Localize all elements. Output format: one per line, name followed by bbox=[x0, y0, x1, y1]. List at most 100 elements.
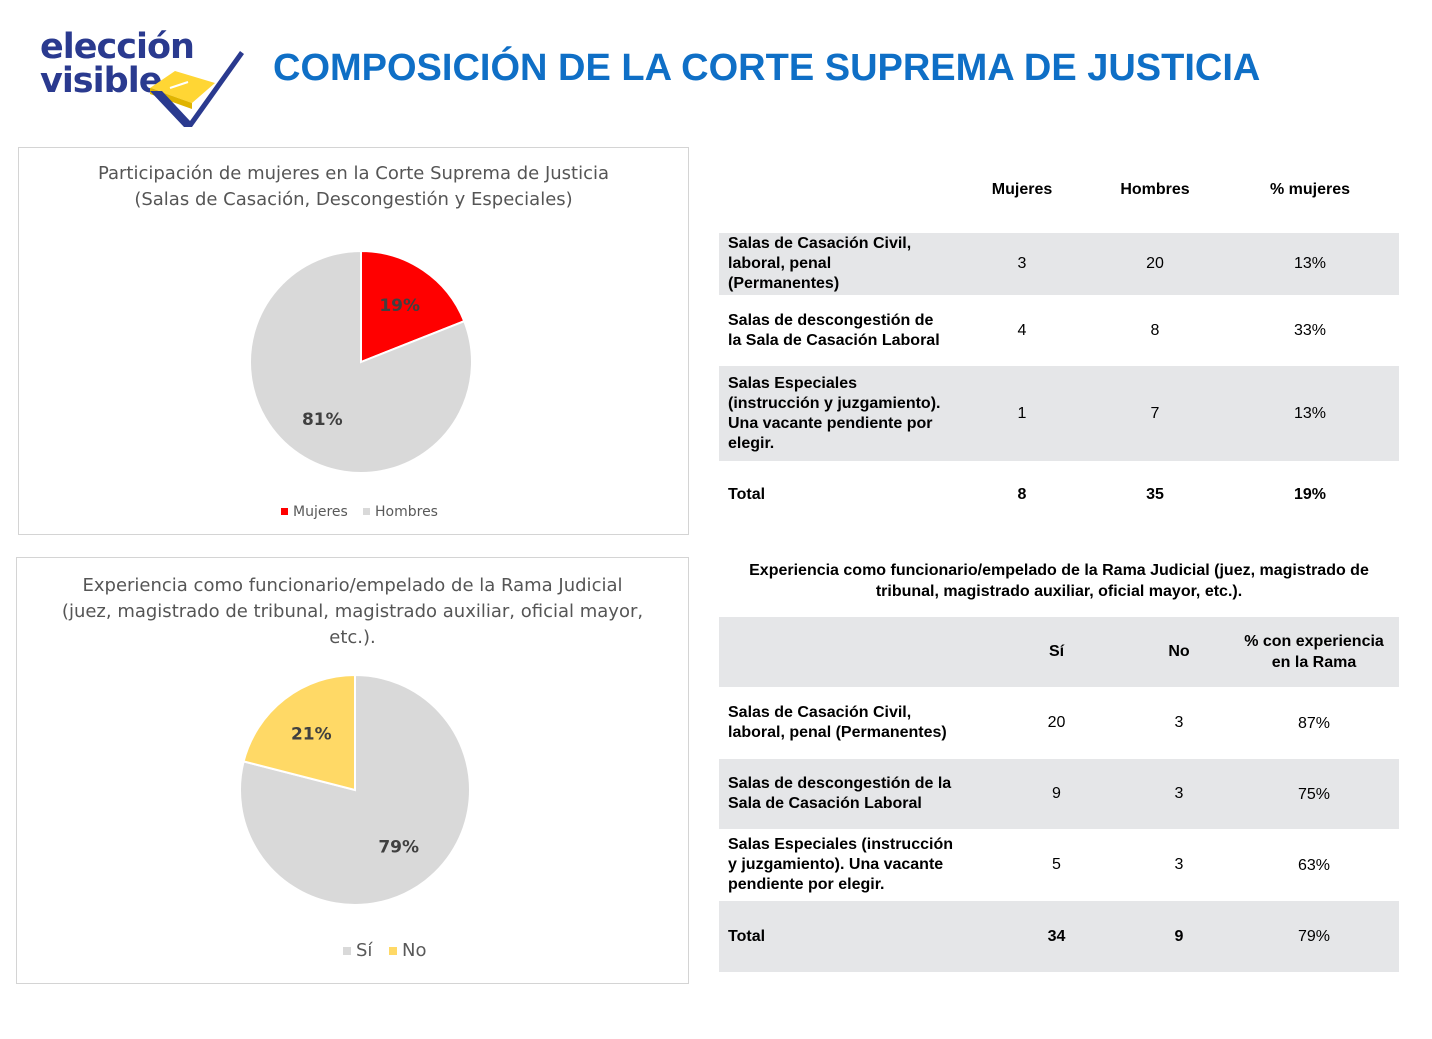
cell-si: 20 bbox=[1047, 714, 1066, 731]
row-label: Salas de descongestión de la Sala de Cas… bbox=[719, 774, 989, 814]
table-row: Salas Especiales (instrucción y juzgamie… bbox=[719, 829, 1399, 901]
table-women: Mujeres Hombres % mujeres Salas de Casac… bbox=[719, 160, 1399, 528]
row-label: Total bbox=[728, 485, 766, 503]
cell-no: 9 bbox=[1174, 927, 1184, 945]
data-label: 81% bbox=[302, 410, 343, 430]
table-title-line: tribunal, magistrado auxiliar, oficial m… bbox=[875, 583, 1243, 600]
legend-item: Mujeres bbox=[293, 504, 348, 520]
row-label-line: elegir. bbox=[728, 434, 775, 452]
row-label-line: Salas de descongestión de la bbox=[728, 775, 952, 792]
table-row: Salas de Casación Civil, laboral, penal … bbox=[719, 233, 1399, 295]
row-label-line: Una vacante pendiente por bbox=[728, 414, 933, 432]
row-label: Salas de Casación Civil, laboral, penal … bbox=[719, 234, 984, 294]
row-label-line: laboral, penal (Permanentes) bbox=[728, 724, 947, 741]
legend-swatch bbox=[281, 508, 288, 515]
pie-slice-sí bbox=[239, 673, 471, 906]
row-label-line: (instrucción y juzgamiento). bbox=[728, 394, 941, 412]
chart-title-line1: Participación de mujeres en la Corte Sup… bbox=[97, 163, 610, 184]
logo-text-line1: elección bbox=[40, 27, 195, 67]
cell-mujeres: 1 bbox=[1017, 404, 1027, 422]
header-line: % con experiencia bbox=[1244, 633, 1384, 650]
legend-swatch bbox=[389, 947, 397, 955]
row-label-line: Salas de Casación Civil, bbox=[728, 704, 912, 721]
legend-swatch bbox=[343, 947, 351, 955]
cell-no: 3 bbox=[1174, 785, 1184, 802]
cell-si: 9 bbox=[1052, 785, 1061, 802]
legend-item: Hombres bbox=[375, 504, 438, 520]
cell-mujeres: 4 bbox=[1017, 321, 1027, 339]
row-label: Salas de Casación Civil, laboral, penal … bbox=[719, 703, 989, 743]
cell-mujeres: 8 bbox=[1017, 485, 1027, 503]
header-mujeres: Mujeres bbox=[991, 181, 1053, 198]
chart-title-line1: Experiencia como funcionario/empelado de… bbox=[82, 575, 623, 596]
logo: elección visible bbox=[40, 28, 250, 133]
row-label: Total bbox=[728, 927, 766, 945]
pie-chart-women: 19% 81% Mujeres Hombres bbox=[249, 249, 473, 520]
header-pct-experiencia: % con experiencia en la Rama bbox=[1234, 631, 1394, 673]
cell-pct: 13% bbox=[1293, 255, 1327, 272]
cell-si: 5 bbox=[1052, 856, 1061, 873]
legend-swatch bbox=[363, 508, 370, 515]
cell-no: 3 bbox=[1174, 714, 1184, 731]
pie-slice-mujeres bbox=[360, 249, 466, 364]
cell-pct: 19% bbox=[1293, 485, 1327, 503]
cell-pct: 33% bbox=[1293, 321, 1327, 339]
data-label: 79% bbox=[378, 837, 419, 857]
chart-subtitle: (Salas de Casación, Descongestión y Espe… bbox=[134, 189, 573, 210]
table-header-row: Mujeres Hombres % mujeres bbox=[719, 160, 1399, 220]
cell-pct: 79% bbox=[1297, 928, 1331, 945]
chart-subtitle-2: etc.). bbox=[329, 627, 376, 648]
cell-pct: 13% bbox=[1293, 404, 1327, 422]
data-label: 21% bbox=[291, 725, 332, 745]
table-row: Salas Especiales (instrucción y juzgamie… bbox=[719, 366, 1399, 461]
row-label-line: pendiente por elegir. bbox=[728, 876, 885, 893]
cell-hombres: 7 bbox=[1150, 404, 1160, 422]
cell-hombres: 35 bbox=[1146, 485, 1164, 503]
chart-panel-women: Participación de mujeres en la Corte Sup… bbox=[18, 147, 689, 535]
pie-slice-hombres bbox=[249, 249, 473, 474]
data-label: 19% bbox=[379, 296, 420, 316]
header-hombres: Hombres bbox=[1120, 181, 1190, 198]
row-label-line: la Sala de Casación Laboral bbox=[728, 331, 940, 349]
chart-panel-experience: Experiencia como funcionario/empelado de… bbox=[16, 557, 689, 984]
legend-item: No bbox=[402, 940, 426, 961]
cell-hombres: 20 bbox=[1146, 255, 1164, 272]
table-row: Salas de descongestión de la Sala de Cas… bbox=[719, 295, 1399, 366]
cell-no: 3 bbox=[1174, 856, 1184, 873]
legend-item: Sí bbox=[356, 940, 373, 961]
row-label-line: Salas Especiales bbox=[728, 374, 857, 392]
table-title-line: Experiencia como funcionario/empelado de… bbox=[749, 562, 1369, 579]
header-pct-mujeres: % mujeres bbox=[1269, 181, 1351, 198]
row-label: Salas Especiales (instrucción y juzgamie… bbox=[719, 374, 984, 454]
cell-si: 34 bbox=[1047, 927, 1066, 945]
ballot-check-icon bbox=[150, 51, 244, 127]
table-row: Salas de descongestión de la Sala de Cas… bbox=[719, 759, 1399, 829]
cell-hombres: 8 bbox=[1150, 321, 1160, 339]
row-label-line: Sala de Casación Laboral bbox=[728, 795, 922, 812]
cell-pct: 63% bbox=[1297, 856, 1331, 874]
logo-text-line2: visible bbox=[40, 61, 162, 101]
table-total-row: Total 34 9 79% bbox=[719, 901, 1399, 972]
table-experience: Sí No % con experiencia en la Rama Salas… bbox=[719, 617, 1399, 972]
chart-title: Participación de mujeres en la Corte Sup… bbox=[19, 161, 688, 213]
cell-pct: 75% bbox=[1297, 785, 1331, 803]
pie-chart-experience: 79% 21% Sí No bbox=[239, 673, 471, 961]
row-label-line: y juzgamiento). Una vacante bbox=[728, 856, 944, 873]
cell-mujeres: 3 bbox=[1017, 255, 1027, 272]
row-label: Salas de descongestión de la Sala de Cas… bbox=[719, 311, 984, 351]
page-title: COMPOSICIÓN DE LA CORTE SUPREMA DE JUSTI… bbox=[273, 47, 1261, 89]
table-total-row: Total 8 35 19% bbox=[719, 461, 1399, 528]
pie-slice-no bbox=[242, 673, 356, 792]
row-label-line: Salas Especiales (instrucción bbox=[728, 836, 953, 853]
chart-subtitle: (juez, magistrado de tribunal, magistrad… bbox=[61, 601, 644, 622]
table-experience-title: Experiencia como funcionario/empelado de… bbox=[725, 560, 1393, 602]
chart-title: Experiencia como funcionario/empelado de… bbox=[17, 573, 688, 651]
row-label-line: (Permanentes) bbox=[728, 275, 840, 292]
cell-pct: 87% bbox=[1297, 714, 1331, 732]
header-no: No bbox=[1168, 643, 1190, 660]
table-row: Salas de Casación Civil, laboral, penal … bbox=[719, 687, 1399, 759]
header-si: Sí bbox=[1048, 643, 1065, 660]
row-label-line: Salas de Casación Civil, bbox=[728, 235, 912, 252]
table-header-row: Sí No % con experiencia en la Rama bbox=[719, 617, 1399, 687]
header-line: en la Rama bbox=[1271, 654, 1357, 671]
